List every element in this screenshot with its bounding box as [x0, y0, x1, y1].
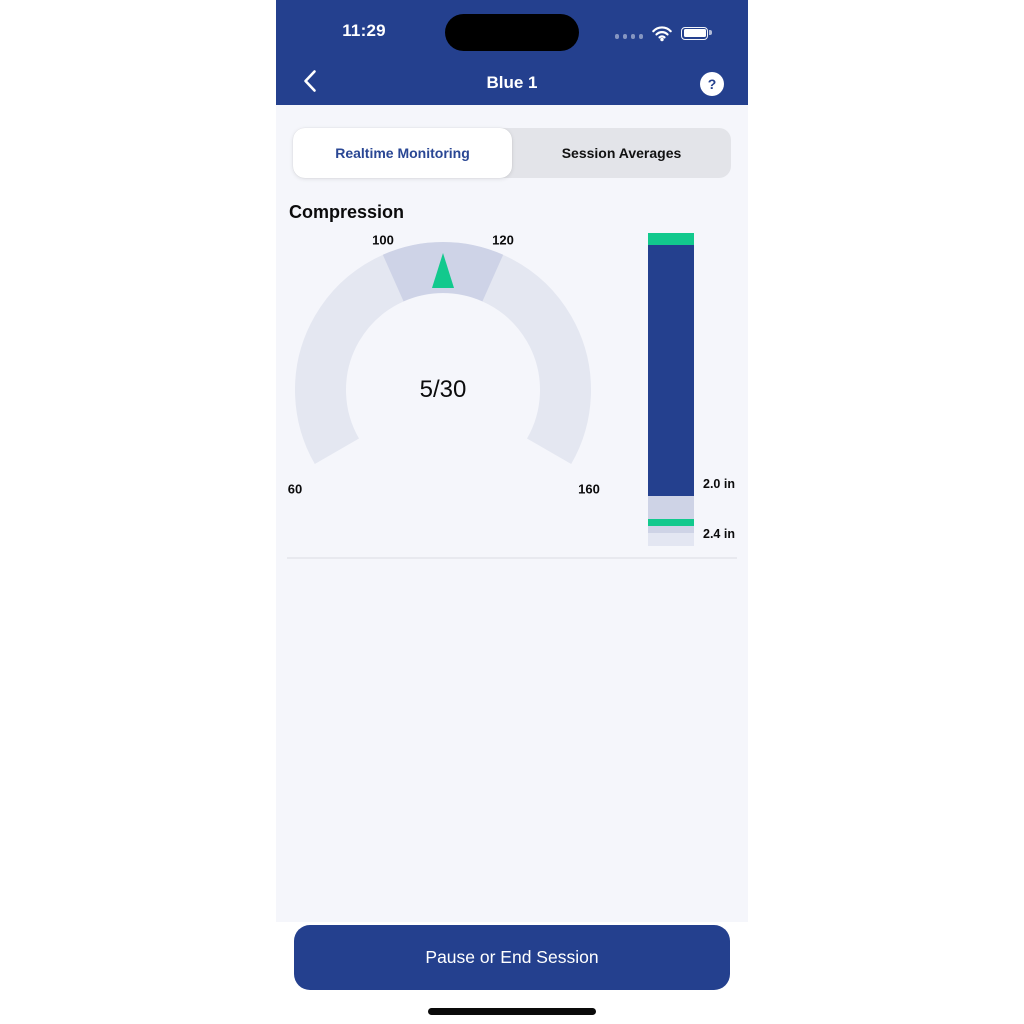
depth-bar-fill: [648, 245, 694, 496]
back-button[interactable]: [296, 67, 324, 97]
gauge-label-120: 120: [492, 232, 514, 248]
content-area: Realtime Monitoring Session Averages Com…: [276, 105, 748, 922]
depth-label-2-4-in: 2.4 in: [703, 527, 735, 541]
compression-depth-bar: [648, 233, 694, 546]
app-header: 11:29: [276, 0, 748, 105]
tab-label: Session Averages: [561, 145, 682, 161]
gauge-label-160: 160: [578, 481, 600, 497]
question-mark-icon: ?: [707, 76, 717, 92]
section-heading: Compression: [289, 202, 405, 222]
gauge-arc-track: [295, 242, 591, 464]
compression-rate-gauge: [295, 242, 591, 464]
phone-screen: 11:29: [276, 0, 748, 1024]
tab-bar: Realtime Monitoring Session Averages: [293, 128, 731, 178]
chevron-left-icon: [304, 69, 316, 92]
battery-icon: [681, 26, 712, 40]
depth-label-2-0-in: 2.0 in: [703, 477, 735, 491]
depth-over-zone: [648, 533, 694, 546]
gauge-label-60: 60: [287, 481, 303, 497]
gauge-label-100: 100: [372, 232, 394, 248]
depth-target-line: [648, 519, 694, 526]
status-icons: [614, 24, 712, 42]
depth-target-zone-upper: [648, 496, 694, 519]
depth-bar-start-cap: [648, 233, 694, 245]
help-button[interactable]: ?: [700, 72, 724, 96]
depth-target-zone-lower: [648, 526, 694, 533]
gauge-center-value: 5/30: [419, 376, 467, 403]
home-indicator[interactable]: [428, 1008, 596, 1015]
tab-label: Realtime Monitoring: [335, 145, 470, 161]
gauge-indicator-triangle-icon: [432, 253, 454, 288]
tab-session-averages[interactable]: Session Averages: [512, 128, 731, 178]
wifi-icon: [652, 25, 672, 41]
section-divider: [287, 557, 737, 559]
page-title: Blue 1: [486, 73, 538, 92]
nav-bar: Blue 1 ?: [276, 60, 748, 105]
pause-end-session-button[interactable]: Pause or End Session: [294, 925, 730, 990]
dynamic-island: [445, 14, 579, 51]
status-time: 11:29: [342, 21, 386, 40]
tab-realtime-monitoring[interactable]: Realtime Monitoring: [293, 128, 512, 178]
cellular-signal-icon: [614, 34, 643, 39]
